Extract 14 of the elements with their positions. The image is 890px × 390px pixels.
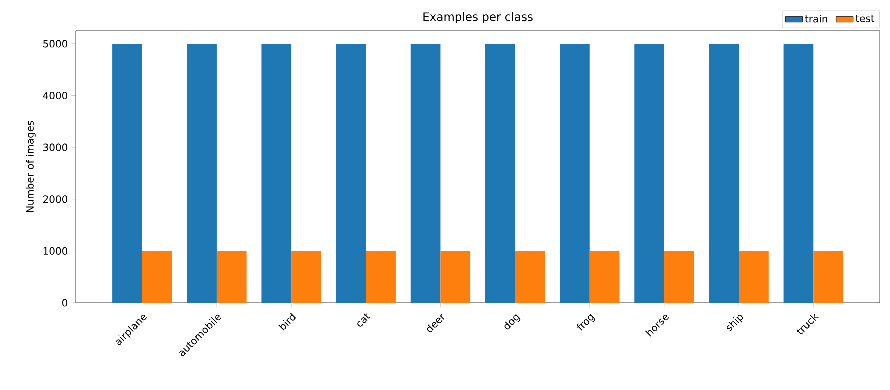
- x-tick-label: ship: [726, 315, 744, 332]
- y-tick-label: 2000: [44, 196, 68, 204]
- y-tick-label: 4000: [43, 92, 68, 100]
- y-tick-label: 0: [62, 299, 68, 307]
- x-tick-label: dog: [504, 314, 521, 330]
- legend-label: train: [805, 14, 828, 23]
- chart-title: Examples per class: [424, 12, 533, 24]
- y-axis-title: Number of images: [26, 121, 36, 212]
- y-tick-label: 5000: [44, 40, 68, 48]
- x-tick-label: frog: [577, 314, 596, 331]
- x-tick-label: cat: [358, 314, 371, 327]
- y-tick-label: 1000: [44, 247, 68, 255]
- y-tick-label: 3000: [44, 144, 68, 152]
- legend-label: test: [856, 15, 875, 22]
